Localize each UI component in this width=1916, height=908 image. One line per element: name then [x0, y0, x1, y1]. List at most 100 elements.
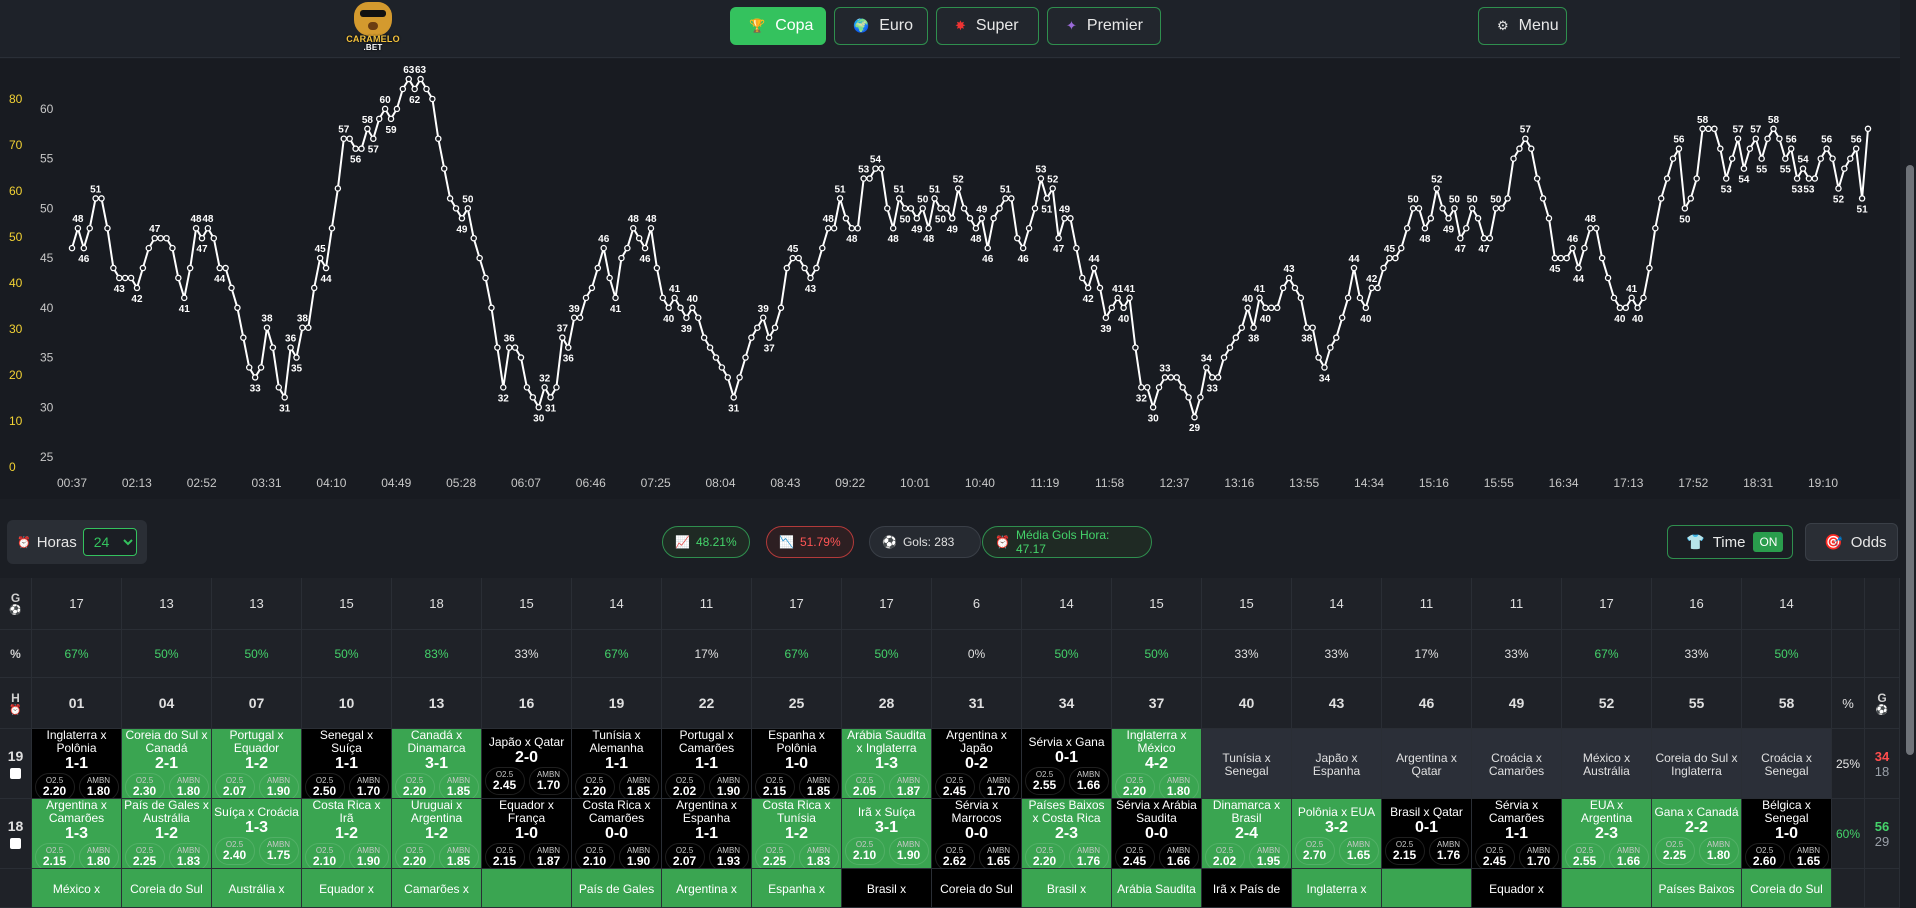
page-scrollbar[interactable]: [1904, 0, 1916, 901]
data-point[interactable]: [1764, 135, 1771, 142]
data-point[interactable]: [854, 224, 862, 232]
data-point[interactable]: [1019, 244, 1027, 252]
data-point[interactable]: [1604, 274, 1612, 282]
data-point[interactable]: [966, 215, 974, 222]
data-point[interactable]: [1782, 155, 1789, 162]
data-point[interactable]: [440, 165, 448, 172]
match-cell[interactable]: Irã x País de: [1202, 869, 1292, 908]
data-point[interactable]: [1084, 284, 1092, 292]
data-point[interactable]: [1256, 294, 1263, 302]
match-cell[interactable]: México x Austrália: [1562, 729, 1652, 799]
data-point[interactable]: [771, 324, 779, 331]
data-point[interactable]: [1474, 215, 1482, 222]
tab-euro[interactable]: 🌍 Euro: [834, 7, 928, 45]
data-point[interactable]: [1858, 195, 1866, 202]
data-point[interactable]: [1545, 215, 1553, 222]
match-cell[interactable]: Tunísia x Senegal: [1202, 729, 1292, 799]
match-cell[interactable]: [1562, 869, 1652, 908]
data-point[interactable]: [1705, 125, 1712, 133]
data-point[interactable]: [1126, 294, 1133, 302]
data-point[interactable]: [405, 75, 412, 83]
data-point[interactable]: [742, 354, 749, 361]
data-point[interactable]: [1770, 125, 1777, 133]
data-point[interactable]: [334, 185, 342, 192]
hours-select[interactable]: 24: [82, 528, 137, 556]
data-point[interactable]: [1203, 364, 1210, 371]
data-point[interactable]: [576, 314, 584, 322]
data-point[interactable]: [1528, 145, 1535, 152]
data-point[interactable]: [1433, 185, 1440, 192]
data-point[interactable]: [1463, 224, 1470, 232]
data-point[interactable]: [1592, 224, 1600, 232]
odds-button[interactable]: 🎯 Odds: [1805, 523, 1898, 561]
data-point[interactable]: [895, 195, 903, 202]
data-point[interactable]: [133, 284, 141, 292]
data-point[interactable]: [1155, 384, 1163, 391]
data-point[interactable]: [299, 324, 306, 331]
data-point[interactable]: [1468, 205, 1476, 212]
data-point[interactable]: [878, 165, 885, 172]
data-point[interactable]: [777, 304, 785, 312]
data-point[interactable]: [1374, 284, 1381, 292]
data-point[interactable]: [470, 234, 477, 242]
data-point[interactable]: [1073, 244, 1080, 252]
match-cell[interactable]: Equador x: [302, 869, 392, 908]
match-cell[interactable]: Brasil x: [1022, 869, 1112, 908]
data-point[interactable]: [1031, 205, 1039, 212]
data-point[interactable]: [429, 95, 436, 103]
data-point[interactable]: [866, 175, 873, 182]
data-point[interactable]: [553, 384, 560, 391]
match-cell[interactable]: Argentina x Camarões 1-3 O2.5 2.15 AMBN 1.80: [32, 799, 122, 869]
data-point[interactable]: [1622, 304, 1630, 312]
data-point[interactable]: [594, 264, 602, 272]
data-point[interactable]: [68, 244, 76, 252]
data-point[interactable]: [1008, 195, 1015, 202]
match-cell[interactable]: Costa Rica x Tunísia 1-2 O2.5 2.25 AMBN 1.83: [752, 799, 842, 869]
row-checkbox[interactable]: [10, 768, 21, 779]
tab-copa[interactable]: 🏆 Copa: [730, 7, 826, 45]
data-point[interactable]: [588, 284, 596, 292]
data-point[interactable]: [104, 224, 111, 232]
match-cell[interactable]: Croácia x Senegal: [1742, 729, 1832, 799]
data-point[interactable]: [1262, 304, 1269, 312]
data-point[interactable]: [547, 394, 554, 401]
match-cell[interactable]: Croácia x Camarões: [1472, 729, 1562, 799]
data-point[interactable]: [1563, 254, 1570, 262]
match-cell[interactable]: Gana x Canadá 2-2 O2.5 2.25 AMBN 1.80: [1652, 799, 1742, 869]
data-point[interactable]: [1776, 135, 1783, 142]
data-point[interactable]: [500, 384, 507, 391]
data-point[interactable]: [198, 234, 206, 242]
match-cell[interactable]: Bélgica x Senegal 1-0 O2.5 2.60 AMBN 1.65: [1742, 799, 1832, 869]
scrollbar-thumb[interactable]: [1906, 165, 1914, 755]
data-point[interactable]: [1539, 195, 1547, 202]
data-point[interactable]: [1309, 324, 1316, 331]
data-point[interactable]: [1061, 215, 1068, 222]
data-point[interactable]: [1167, 374, 1175, 381]
data-point[interactable]: [1415, 205, 1423, 212]
match-cell[interactable]: Coreia do Sul: [1742, 869, 1832, 908]
data-point[interactable]: [978, 215, 986, 222]
data-point[interactable]: [1587, 224, 1594, 232]
data-point[interactable]: [931, 195, 938, 202]
data-point[interactable]: [1321, 364, 1328, 371]
data-point[interactable]: [358, 145, 365, 152]
data-point[interactable]: [257, 364, 265, 371]
data-point[interactable]: [1841, 165, 1848, 172]
match-cell[interactable]: Japão x Qatar 2-0 O2.5 2.45 AMBN 1.70: [482, 729, 572, 799]
data-point[interactable]: [1096, 284, 1104, 292]
data-point[interactable]: [1185, 394, 1192, 401]
data-point[interactable]: [1102, 314, 1110, 322]
data-point[interactable]: [996, 205, 1003, 212]
data-point[interactable]: [446, 195, 454, 202]
data-point[interactable]: [984, 244, 991, 252]
data-point[interactable]: [1675, 145, 1683, 152]
data-point[interactable]: [1445, 215, 1452, 222]
match-cell[interactable]: Uruguai x Argentina 1-2 O2.5 2.20 AMBN 1.85: [392, 799, 482, 869]
data-point[interactable]: [245, 364, 253, 371]
data-point[interactable]: [1421, 224, 1429, 232]
match-cell[interactable]: País de Gales x Austrália 1-2 O2.5 2.25 AMBN…: [122, 799, 212, 869]
match-cell[interactable]: Camarões x: [392, 869, 482, 908]
data-point[interactable]: [216, 264, 223, 272]
data-point[interactable]: [565, 344, 572, 351]
match-cell[interactable]: Portugal x Camarões 1-1 O2.5 2.02 AMBN 1.90: [662, 729, 752, 799]
